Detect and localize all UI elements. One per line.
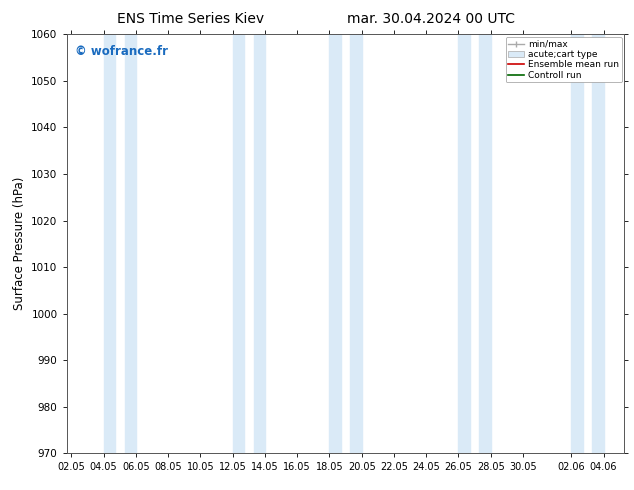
Text: mar. 30.04.2024 00 UTC: mar. 30.04.2024 00 UTC xyxy=(347,12,515,26)
Legend: min/max, acute;cart type, Ensemble mean run, Controll run: min/max, acute;cart type, Ensemble mean … xyxy=(505,37,622,82)
Bar xyxy=(233,34,244,453)
Y-axis label: Surface Pressure (hPa): Surface Pressure (hPa) xyxy=(13,177,26,311)
Bar xyxy=(351,34,361,453)
Text: © wofrance.fr: © wofrance.fr xyxy=(75,45,168,58)
Bar xyxy=(103,34,115,453)
Bar xyxy=(458,34,470,453)
Bar xyxy=(330,34,340,453)
Bar xyxy=(571,34,583,453)
Bar xyxy=(592,34,604,453)
Text: ENS Time Series Kiev: ENS Time Series Kiev xyxy=(117,12,264,26)
Bar xyxy=(479,34,491,453)
Bar xyxy=(254,34,265,453)
Bar xyxy=(125,34,136,453)
